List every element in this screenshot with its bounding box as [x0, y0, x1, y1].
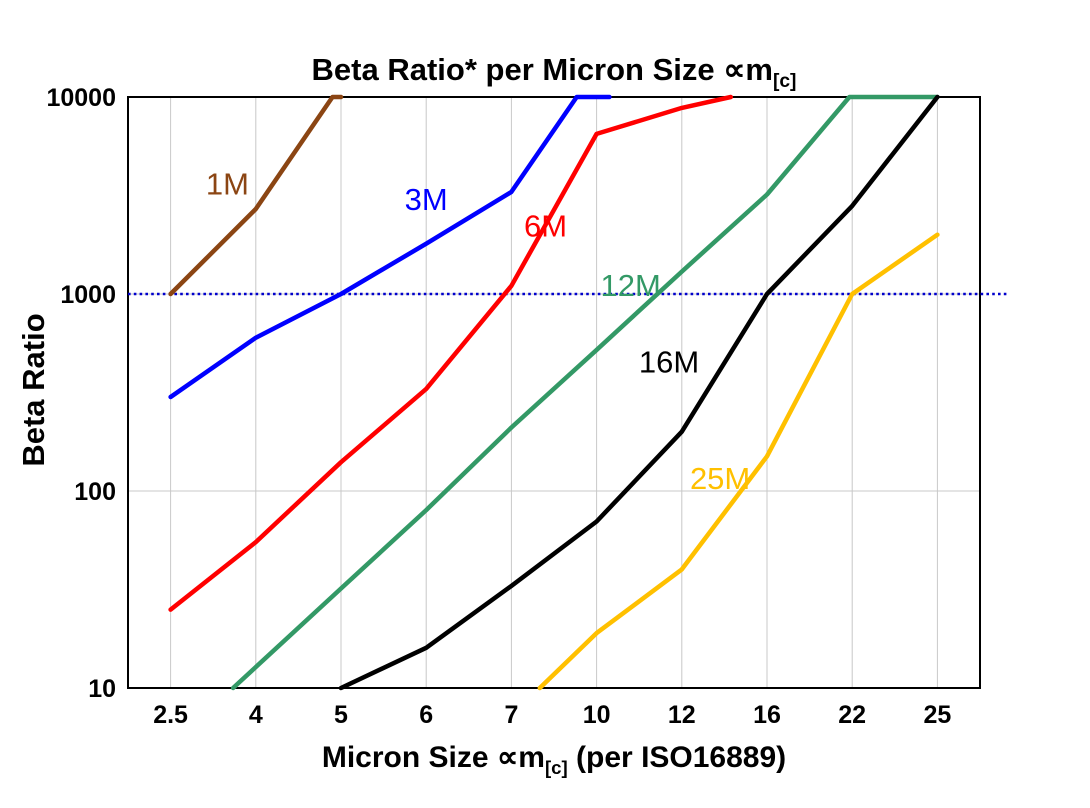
x-tick-label: 2.5: [153, 701, 188, 729]
x-axis-title-text: Micron Size ∝m: [321, 741, 545, 774]
chart-title-text: Beta Ratio* per Micron Size ∝m: [311, 52, 773, 87]
plot-border: [127, 96, 981, 689]
y-tick-label: 10: [88, 675, 116, 703]
x-tick-label: 4: [249, 701, 263, 729]
series-label-16M: 16M: [639, 344, 699, 379]
x-tick-label: 5: [334, 701, 348, 729]
y-tick-label: 100: [74, 478, 116, 506]
x-tick-label: 16: [753, 701, 781, 729]
x-tick-label: 7: [504, 701, 518, 729]
chart-title-subscript: [c]: [772, 71, 797, 93]
series-line-3M: [168, 94, 612, 400]
x-tick-label: 22: [838, 701, 866, 729]
x-tick-label: 12: [668, 701, 696, 729]
series-label-25M: 25M: [690, 461, 750, 496]
y-tick-label: 1000: [60, 281, 116, 309]
series-line-25M: [537, 232, 940, 691]
series-label-6M: 6M: [524, 209, 567, 244]
x-axis-title-suffix: (per ISO16889): [567, 741, 787, 774]
y-tick-label: 10000: [46, 84, 116, 112]
x-tick-label: 10: [583, 701, 611, 729]
x-tick-label: 25: [923, 701, 951, 729]
x-tick-label: 6: [419, 701, 433, 729]
chart-title: Beta Ratio* per Micron Size ∝m[c]: [128, 52, 980, 93]
series-label-3M: 3M: [405, 182, 448, 217]
series-label-1M: 1M: [206, 166, 249, 201]
series-line-12M: [230, 94, 940, 691]
series-label-12M: 12M: [601, 268, 661, 303]
x-axis-title: Micron Size ∝m[c] (per ISO16889): [128, 740, 980, 779]
series-line-16M: [338, 94, 940, 691]
x-axis-title-subscript: [c]: [544, 757, 568, 778]
series-line-1M: [168, 94, 344, 297]
series-line-6M: [168, 94, 734, 612]
